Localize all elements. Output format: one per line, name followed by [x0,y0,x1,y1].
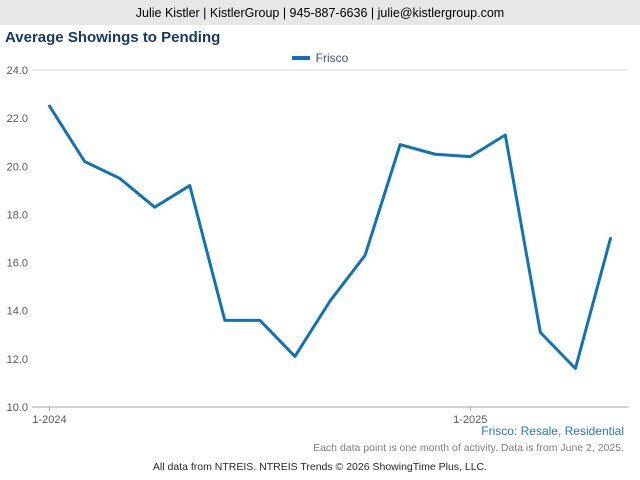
y-tick-label: 24.0 [7,65,28,77]
chart-area: 10.0 12.0 14.0 16.0 18.0 20.0 22.0 24.0 1-2024 1-… [0,62,640,435]
y-tick-label: 20.0 [7,161,28,173]
y-tick-label: 10.0 [7,402,28,414]
y-tick-label: 18.0 [7,209,28,221]
data-date-footnote: Each data point is one month of activity… [313,442,624,454]
series-footnote: Frisco: Resale, Residential [481,424,624,438]
line-chart: 10.0 12.0 14.0 16.0 18.0 20.0 22.0 24.0 1-2024 1-… [7,65,628,426]
y-tick-label: 16.0 [7,258,28,270]
y-tick-label: 22.0 [7,113,28,125]
legend-line-swatch [291,56,310,60]
chart-legend: Frisco [0,51,640,65]
legend-series-label: Frisco [315,51,349,65]
frisco-series-line [48,104,612,370]
contact-header-bar: Julie Kistler | KistlerGroup | 945-887-6… [0,0,640,25]
attribution-text: All data from NTREIS. NTREIS Trends © 20… [152,461,488,473]
page-title: Average Showings to Pending [5,29,221,46]
contact-text: Julie Kistler | KistlerGroup | 945-887-6… [135,5,505,20]
y-tick-label: 12.0 [7,354,28,366]
x-tick-label: 1-2024 [32,414,66,426]
x-tick-label: 1-2025 [453,414,487,426]
y-tick-label: 14.0 [7,306,28,318]
